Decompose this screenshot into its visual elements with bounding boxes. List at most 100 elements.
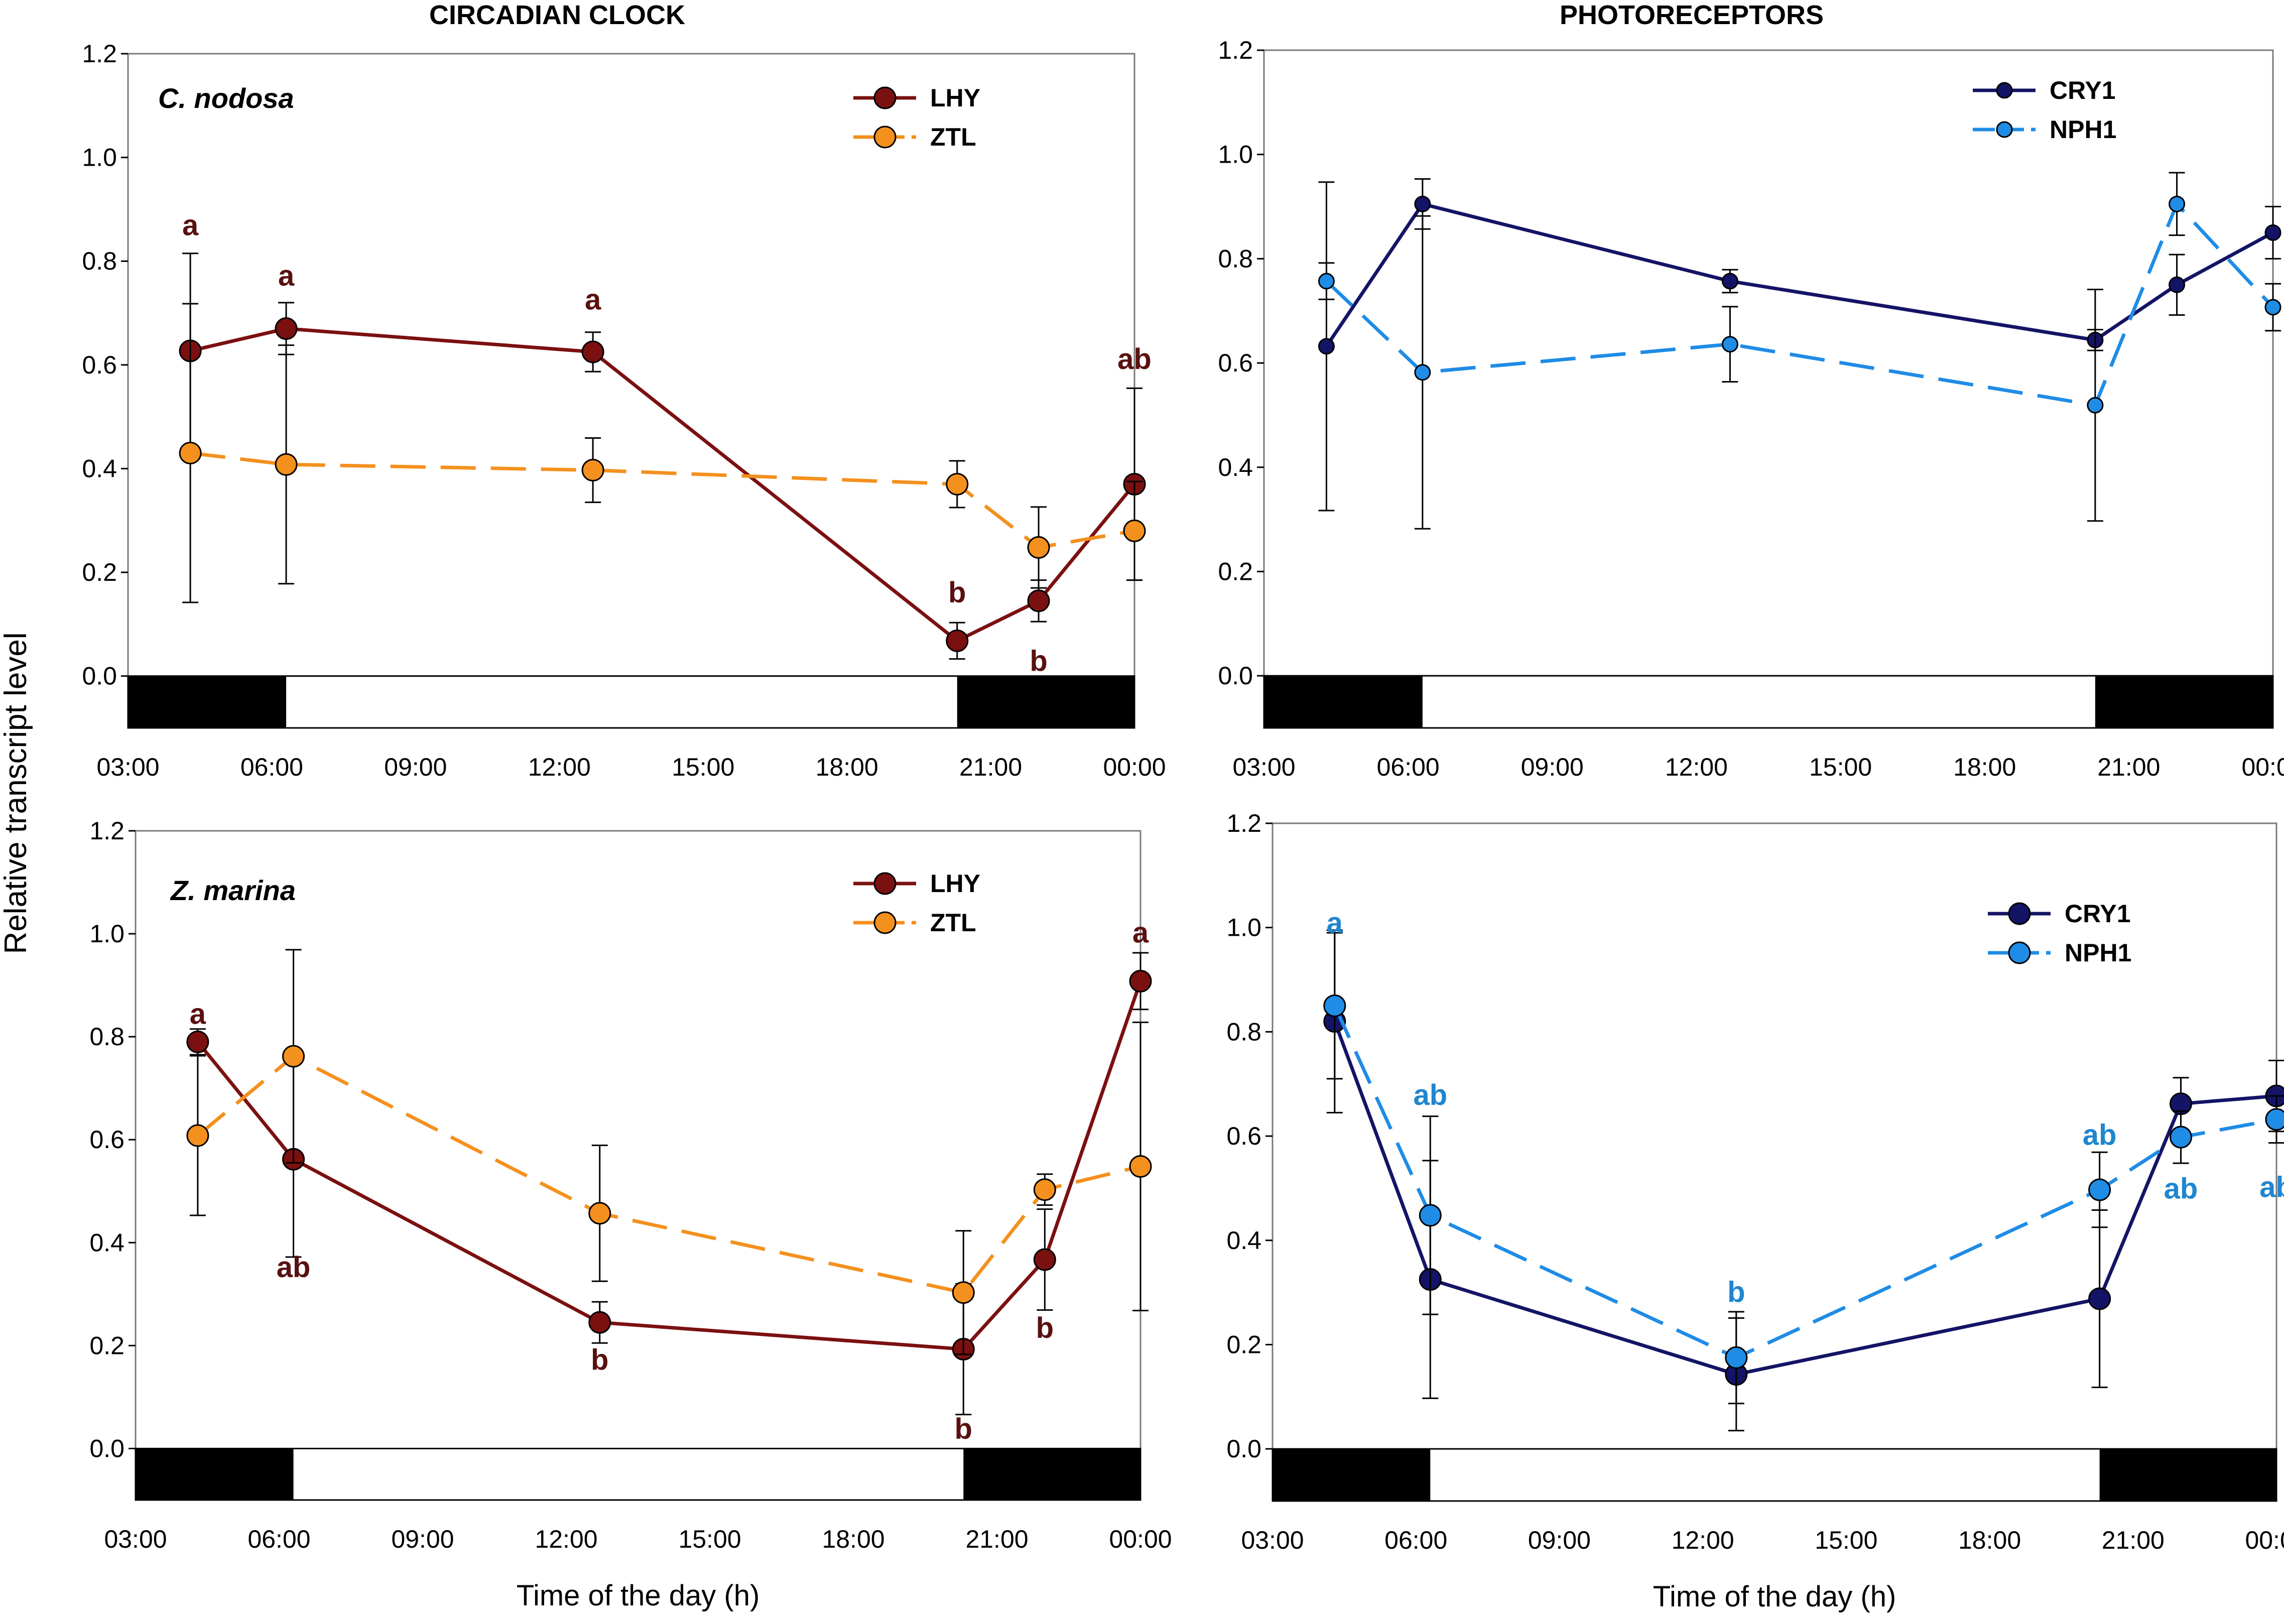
significance-label: ab bbox=[2083, 1119, 2117, 1152]
significance-label: a bbox=[278, 260, 295, 292]
legend-label-cry1: CRY1 bbox=[2065, 900, 2131, 928]
legend-label-lhy: LHY bbox=[930, 869, 980, 898]
series-line-cry1 bbox=[1333, 1021, 2277, 1377]
y-tick-label: 1.0 bbox=[1226, 914, 1261, 942]
legend-marker-nph1 bbox=[2008, 941, 2031, 964]
x-tick-label: 21:00 bbox=[965, 1525, 1028, 1553]
significance-label: ab bbox=[277, 1251, 311, 1284]
legend-label-nph1: NPH1 bbox=[2050, 115, 2116, 144]
data-point-ztl bbox=[1123, 519, 1146, 542]
y-tick-label: 0.2 bbox=[1226, 1330, 1261, 1358]
data-point-cry1 bbox=[2169, 276, 2186, 293]
series-ztl bbox=[186, 949, 1152, 1355]
significance-label: b bbox=[1030, 645, 1047, 677]
y-tick-label: 0.0 bbox=[89, 1434, 124, 1462]
x-tick-label: 21:00 bbox=[2102, 1526, 2165, 1554]
x-tick-label: 12:00 bbox=[1672, 1526, 1734, 1554]
x-tick-label: 03:00 bbox=[96, 753, 159, 781]
species-label: Z. marina bbox=[170, 875, 296, 906]
y-tick-label: 1.0 bbox=[1218, 141, 1253, 169]
significance-label: a bbox=[182, 209, 199, 242]
series-line-nph1 bbox=[1325, 202, 2274, 407]
data-point-ztl bbox=[282, 1045, 305, 1068]
legend-label-nph1: NPH1 bbox=[2065, 939, 2131, 967]
data-point-lhy bbox=[186, 1030, 209, 1053]
x-tick-label: 09:00 bbox=[1521, 753, 1584, 781]
data-point-nph1 bbox=[2170, 1126, 2193, 1149]
plot-frame bbox=[127, 53, 1135, 729]
panel-z-marina-photoreceptors: 0.0 0.2 0.4 0.6 0.8 1.0 1.2 03:00 06:00 09:00 12:0… bbox=[1226, 809, 2284, 1613]
legend-label-lhy: LHY bbox=[930, 84, 980, 112]
series-line-cry1 bbox=[1325, 202, 2274, 347]
data-point-nph1 bbox=[1323, 994, 1346, 1017]
data-point-ztl bbox=[1033, 1178, 1056, 1201]
y-tick-label: 1.2 bbox=[89, 817, 124, 845]
dark-period-bar-0 bbox=[1264, 676, 1423, 728]
significance-label: ab bbox=[1413, 1079, 1447, 1111]
legend: CRY1 NPH1 bbox=[1973, 76, 2116, 144]
data-point-ztl bbox=[275, 453, 298, 476]
data-point-nph1 bbox=[1419, 1204, 1442, 1227]
significance-label: a bbox=[1132, 917, 1149, 949]
series-nph1 bbox=[1318, 172, 2281, 530]
series-ztl bbox=[179, 303, 1146, 603]
x-tick-label: 15:00 bbox=[672, 753, 734, 781]
data-point-cry1 bbox=[2088, 1287, 2111, 1310]
x-tick-label: 00:00 bbox=[1109, 1525, 1172, 1553]
species-label: C. nodosa bbox=[158, 82, 294, 114]
legend: LHY ZTL bbox=[853, 869, 980, 937]
dark-period-bar-0 bbox=[136, 1448, 294, 1500]
legend-marker-lhy bbox=[873, 872, 897, 895]
significance-label: ab bbox=[2259, 1171, 2284, 1204]
y-tick-label: 0.6 bbox=[89, 1126, 124, 1154]
significance-label: ab bbox=[1117, 343, 1152, 376]
y-tick-label: 1.2 bbox=[82, 40, 117, 68]
y-tick-label: 0.8 bbox=[89, 1023, 124, 1051]
data-point-nph1 bbox=[1721, 336, 1738, 353]
y-tick-label: 0.2 bbox=[1218, 557, 1253, 585]
x-tick-label: 00:00 bbox=[2245, 1526, 2284, 1554]
data-point-ztl bbox=[952, 1281, 975, 1304]
x-tick-label: 09:00 bbox=[391, 1525, 454, 1553]
y-tick-label: 1.2 bbox=[1218, 36, 1253, 64]
y-tick-label: 0.0 bbox=[1226, 1435, 1261, 1463]
data-point-cry1 bbox=[2264, 224, 2281, 241]
series-cry1 bbox=[1318, 178, 2281, 512]
legend-label-cry1: CRY1 bbox=[2050, 76, 2116, 104]
y-tick-label: 0.2 bbox=[82, 558, 117, 586]
data-point-ztl bbox=[588, 1202, 611, 1225]
data-point-lhy bbox=[1033, 1248, 1056, 1271]
data-point-nph1 bbox=[1725, 1346, 1748, 1369]
data-point-ztl bbox=[1027, 536, 1050, 559]
data-point-nph1 bbox=[1414, 364, 1431, 381]
data-point-ztl bbox=[186, 1124, 209, 1147]
x-tick-label: 15:00 bbox=[678, 1525, 741, 1553]
data-point-lhy bbox=[581, 340, 604, 363]
series-line-ztl bbox=[190, 451, 1135, 549]
significance-label: b bbox=[1036, 1312, 1054, 1344]
dark-period-bar-0 bbox=[128, 676, 287, 728]
x-tick-label: 00:00 bbox=[2241, 753, 2284, 781]
y-tick-label: 0.4 bbox=[1218, 453, 1253, 481]
x-tick-label: 21:00 bbox=[959, 753, 1022, 781]
y-tick-label: 0.0 bbox=[82, 662, 117, 690]
legend: LHY ZTL bbox=[853, 84, 980, 151]
x-tick-label: 18:00 bbox=[816, 753, 878, 781]
data-point-lhy bbox=[946, 629, 969, 652]
dark-period-bar-1 bbox=[963, 1448, 1140, 1500]
legend-marker-ztl bbox=[873, 126, 897, 149]
column-title-circadian: CIRCADIAN CLOCK bbox=[429, 0, 685, 30]
panel-z-marina-circadian: 0.0 0.2 0.4 0.6 0.8 1.0 1.2 03:00 06:00 09:00 12:0… bbox=[89, 817, 1172, 1612]
x-tick-label: 09:00 bbox=[384, 753, 447, 781]
legend-label-ztl: ZTL bbox=[930, 123, 976, 151]
x-tick-label: 15:00 bbox=[1815, 1526, 1877, 1554]
series-line-nph1 bbox=[1333, 1005, 2277, 1359]
data-point-ztl bbox=[179, 441, 202, 464]
data-point-lhy bbox=[275, 317, 298, 340]
dark-period-bar-0 bbox=[1273, 1449, 1431, 1501]
y-tick-label: 0.6 bbox=[82, 351, 117, 379]
significance-label: ab bbox=[2164, 1173, 2198, 1205]
x-tick-label: 09:00 bbox=[1528, 1526, 1591, 1554]
significance-label: b bbox=[948, 576, 966, 609]
x-tick-label: 18:00 bbox=[822, 1525, 884, 1553]
